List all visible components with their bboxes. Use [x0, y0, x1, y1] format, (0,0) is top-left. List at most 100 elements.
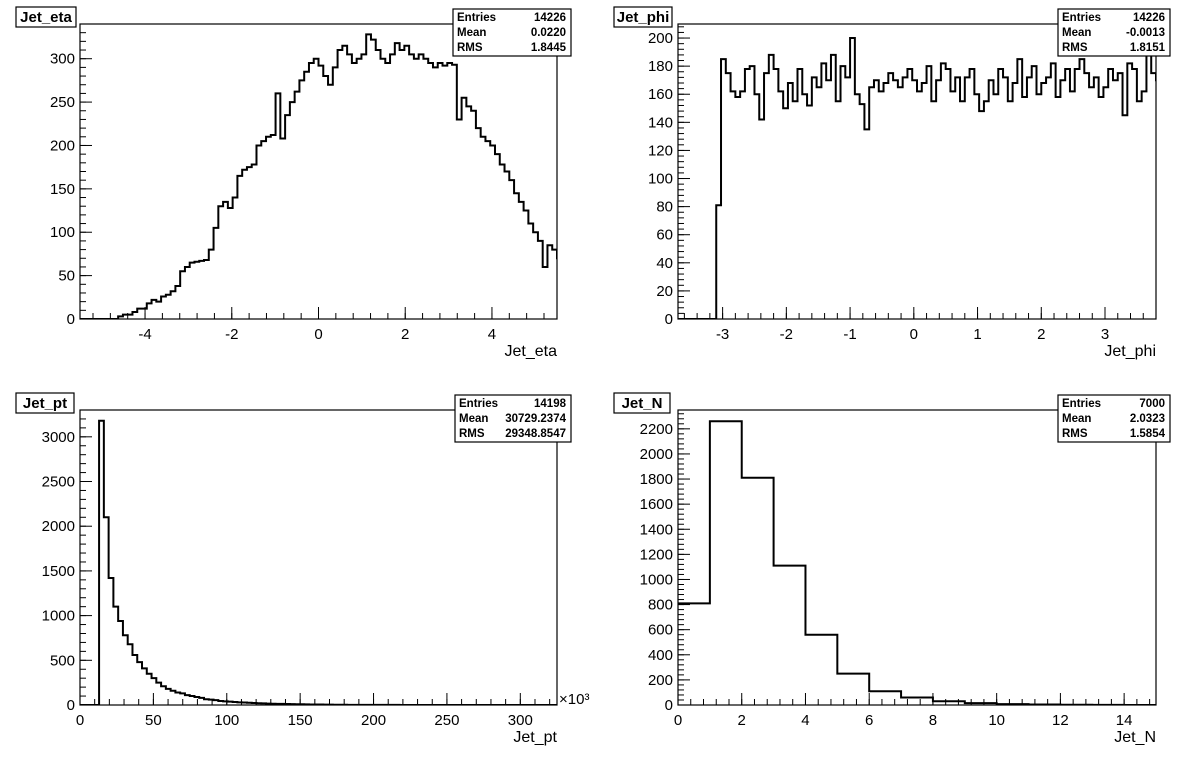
x-tick-label: 3: [1101, 326, 1109, 343]
stat-value: 1.8151: [1130, 42, 1166, 54]
x-tick-label: 0: [76, 712, 84, 729]
x-tick-label: 100: [214, 712, 239, 729]
plot-frame: [79, 23, 558, 320]
chart-title: Jet_pt: [23, 395, 67, 412]
stat-key: Entries: [1062, 12, 1101, 24]
stat-key: Mean: [459, 413, 488, 425]
y-tick-label: 100: [648, 171, 673, 188]
x-tick-label: -2: [225, 326, 238, 343]
y-tick-label: 600: [648, 622, 673, 639]
title-box: [613, 6, 673, 28]
x-tick-label: -4: [138, 326, 151, 343]
x-tick-label: 2: [401, 326, 409, 343]
y-tick-label: 0: [665, 311, 673, 328]
y-tick-label: 120: [648, 142, 673, 159]
x-axis-label: Jet_pt: [513, 729, 557, 746]
stat-value: 2.0323: [1130, 413, 1165, 425]
y-tick-label: 0: [67, 697, 75, 714]
stat-key: RMS: [457, 42, 483, 54]
stats-box: [1057, 394, 1171, 443]
title-box: [613, 392, 671, 414]
y-tick-label: 180: [648, 58, 673, 75]
y-tick-label: 50: [58, 268, 75, 285]
stat-key: Entries: [459, 398, 498, 410]
y-tick-label: 500: [50, 652, 75, 669]
y-tick-label: 1000: [640, 571, 673, 588]
histogram-series: [678, 37, 1156, 319]
x-tick-label: 2: [738, 712, 746, 729]
x-tick-label: 0: [314, 326, 322, 343]
stats-box: [454, 394, 572, 443]
y-tick-label: 100: [50, 224, 75, 241]
stat-value: 1.8445: [531, 42, 567, 54]
stat-key: RMS: [1062, 42, 1088, 54]
y-tick-label: 150: [50, 181, 75, 198]
panel-jet-eta: 0 50 100 150 200 250 300 -4 -2 0 2 4 Jet_eta Jet_eta E…: [15, 6, 572, 360]
y-tick-label: 60: [656, 227, 673, 244]
y-tick-label: 2000: [42, 518, 75, 535]
x-tick-label: 300: [508, 712, 533, 729]
x-axis-multiplier: ×10³: [559, 691, 589, 708]
x-axis-label: Jet_N: [1114, 729, 1156, 746]
y-tick-label: 250: [50, 94, 75, 111]
stat-key: RMS: [459, 428, 485, 440]
stat-key: Entries: [457, 12, 496, 24]
y-tick-label: 40: [656, 255, 673, 272]
y-tick-label: 1800: [640, 471, 673, 488]
chart-title: Jet_N: [622, 395, 663, 412]
stat-key: Mean: [1062, 27, 1091, 39]
x-tick-label: 250: [434, 712, 459, 729]
plot-frame: [79, 409, 558, 706]
panel-jet-n: 0 200 400 600 800 1000 1200 1400 1600 1800 2000 220…: [613, 392, 1171, 746]
panel-jet-pt: 0 500 1000 1500 2000 2500 3000 0 50 100 150 200 250 3…: [15, 392, 589, 746]
y-tick-label: 1200: [640, 546, 673, 563]
histogram-series: [80, 419, 557, 705]
chart-title: Jet_phi: [617, 9, 670, 26]
stat-value: 1.5854: [1130, 428, 1166, 440]
title-box: [15, 392, 75, 414]
y-tick-label: 800: [648, 597, 673, 614]
x-tick-label: 12: [1052, 712, 1069, 729]
y-tick-label: 80: [656, 199, 673, 216]
stat-value: 14198: [534, 398, 567, 410]
x-axis-label: Jet_eta: [505, 343, 558, 360]
y-tick-label: 200: [50, 137, 75, 154]
stat-value: 30729.2374: [505, 413, 566, 425]
y-tick-label: 1400: [640, 521, 673, 538]
stat-value: 0.0220: [531, 27, 566, 39]
y-tick-label: 200: [648, 30, 673, 47]
x-tick-label: -3: [716, 326, 729, 343]
x-tick-label: -1: [843, 326, 856, 343]
x-tick-label: 10: [988, 712, 1005, 729]
stats-box: [1057, 8, 1171, 57]
y-tick-label: 0: [665, 697, 673, 714]
histogram-series: [678, 420, 1156, 705]
y-tick-label: 160: [648, 86, 673, 103]
x-tick-label: 8: [929, 712, 937, 729]
chart-title: Jet_eta: [20, 9, 72, 26]
y-tick-label: 1500: [42, 563, 75, 580]
y-tick-label: 140: [648, 114, 673, 131]
y-tick-label: 20: [656, 283, 673, 300]
plot-frame: [677, 409, 1157, 706]
stat-value: 14226: [1133, 12, 1165, 24]
y-tick-label: 200: [648, 672, 673, 689]
x-tick-label: 0: [674, 712, 682, 729]
y-tick-label: 1600: [640, 496, 673, 513]
x-tick-label: 4: [801, 712, 809, 729]
stat-value: 29348.8547: [505, 428, 566, 440]
histogram-series: [80, 33, 557, 319]
x-tick-label: 50: [145, 712, 162, 729]
x-tick-label: -2: [780, 326, 793, 343]
stat-key: Mean: [457, 27, 486, 39]
stat-value: 14226: [534, 12, 566, 24]
y-tick-label: 300: [50, 51, 75, 68]
x-tick-label: 2: [1037, 326, 1045, 343]
x-tick-label: 150: [288, 712, 313, 729]
x-tick-label: 200: [361, 712, 386, 729]
y-tick-label: 2000: [640, 446, 673, 463]
stat-value: -0.0013: [1126, 27, 1165, 39]
x-tick-label: 4: [488, 326, 496, 343]
